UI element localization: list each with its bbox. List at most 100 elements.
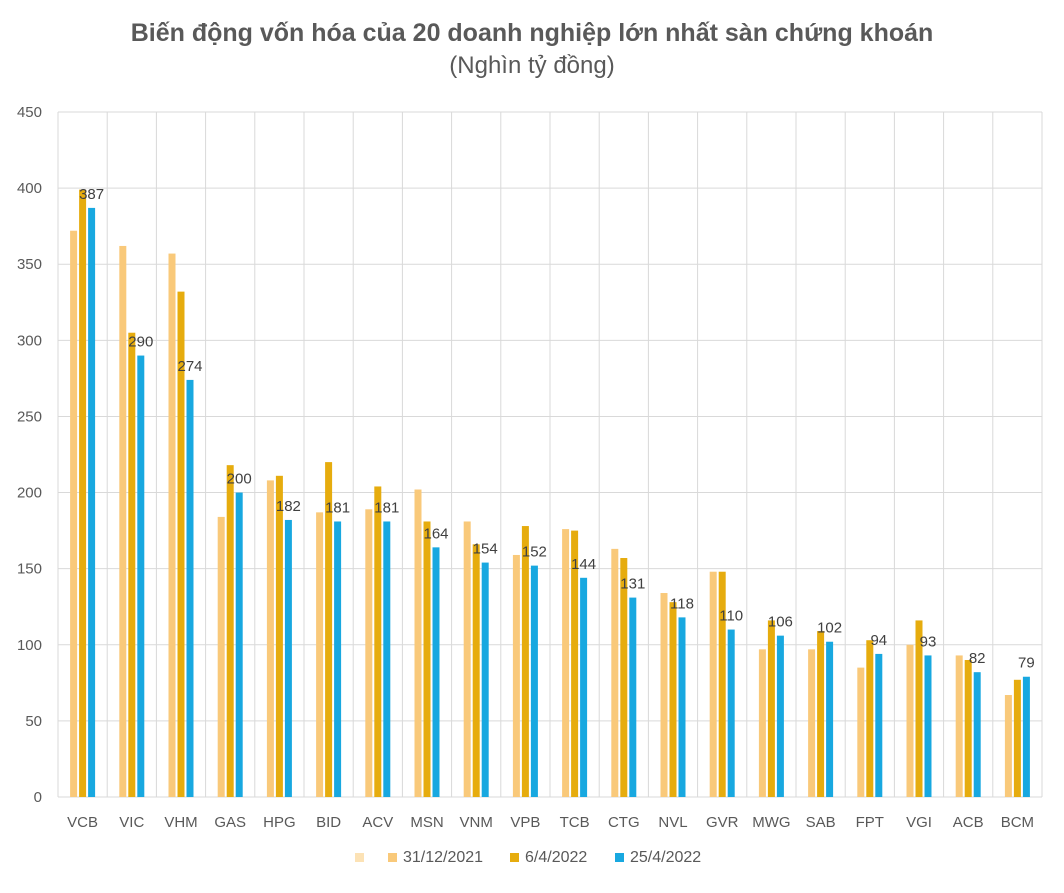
data-label: 387 <box>79 186 104 203</box>
data-label: 274 <box>177 358 202 375</box>
x-tick-label: NVL <box>658 814 687 831</box>
bar-ctg-series-1 <box>611 548 619 797</box>
legend-swatch-blank <box>355 853 364 862</box>
bar-acb-series-2 <box>964 660 972 797</box>
bar-vhm-series-3 <box>186 379 194 797</box>
bar-msn-series-1 <box>414 489 422 797</box>
x-tick-label: ACV <box>362 814 393 831</box>
data-label: 94 <box>870 632 887 649</box>
bar-mwg-series-2 <box>767 620 775 797</box>
chart-subtitle: (Nghìn tỷ đồng) <box>449 52 615 79</box>
bar-sab-series-2 <box>817 631 825 797</box>
bar-vpb-series-2 <box>521 526 529 797</box>
data-label: 118 <box>670 595 694 612</box>
bar-acv-series-1 <box>365 509 373 797</box>
data-label: 82 <box>969 650 986 667</box>
x-tick-label: VGI <box>906 814 932 831</box>
bar-mwg-series-3 <box>776 635 784 797</box>
x-tick-label: GVR <box>706 814 739 831</box>
bar-acb-series-3 <box>973 672 981 797</box>
x-tick-label: FPT <box>856 814 884 831</box>
bar-sab-series-1 <box>808 649 816 797</box>
x-tick-label: VNM <box>460 814 493 831</box>
bar-bcm-series-1 <box>1004 695 1012 797</box>
bar-vcb-series-1 <box>70 230 78 797</box>
y-tick-label: 450 <box>17 104 42 121</box>
bar-vnm-series-2 <box>472 544 480 797</box>
bar-hpg-series-2 <box>275 475 283 797</box>
bar-vgi-series-1 <box>906 644 914 797</box>
legend-swatch-series-1 <box>388 853 397 862</box>
bar-tcb-series-1 <box>562 529 570 797</box>
data-label: 182 <box>276 498 301 515</box>
x-tick-label: GAS <box>214 814 246 831</box>
x-tick-label: HPG <box>263 814 296 831</box>
bar-acb-series-1 <box>955 655 963 797</box>
legend-label-series-1: 31/12/2021 <box>403 849 483 866</box>
legend-swatch-series-3 <box>615 853 624 862</box>
bar-tcb-series-3 <box>580 577 588 797</box>
bar-bcm-series-2 <box>1013 679 1021 797</box>
x-tick-label: TCB <box>560 814 590 831</box>
y-tick-label: 50 <box>25 713 42 730</box>
y-tick-label: 300 <box>17 332 42 349</box>
data-label: 79 <box>1018 655 1035 672</box>
bar-gas-series-3 <box>235 492 243 797</box>
bar-hpg-series-3 <box>284 519 292 797</box>
bar-gvr-series-2 <box>718 571 726 797</box>
data-label: 164 <box>423 525 448 542</box>
x-tick-label: SAB <box>806 814 836 831</box>
bar-vnm-series-1 <box>463 521 471 797</box>
bar-ctg-series-2 <box>620 558 628 797</box>
y-tick-label: 400 <box>17 180 42 197</box>
data-label: 181 <box>325 499 350 516</box>
x-tick-label: MSN <box>410 814 443 831</box>
bar-nvl-series-2 <box>669 602 677 797</box>
bar-bid-series-1 <box>316 512 324 797</box>
bar-mwg-series-1 <box>758 649 766 797</box>
bar-acv-series-2 <box>374 486 382 797</box>
bar-gvr-series-1 <box>709 571 717 797</box>
data-label: 106 <box>768 614 793 631</box>
bar-vcb-series-3 <box>88 207 96 797</box>
bar-msn-series-3 <box>432 547 440 797</box>
data-label: 110 <box>719 608 743 625</box>
bar-vgi-series-3 <box>924 655 932 797</box>
x-tick-label: BCM <box>1001 814 1034 831</box>
data-label: 200 <box>227 471 252 488</box>
y-tick-label: 250 <box>17 408 42 425</box>
data-label: 102 <box>817 620 842 637</box>
legend-swatch-series-2 <box>510 853 519 862</box>
bar-bcm-series-3 <box>1022 676 1030 797</box>
legend-label-series-2: 6/4/2022 <box>525 849 587 866</box>
bar-fpt-series-1 <box>857 667 865 797</box>
bar-ctg-series-3 <box>629 597 637 797</box>
bar-gas-series-2 <box>226 465 234 797</box>
data-label: 290 <box>128 334 153 351</box>
bar-vhm-series-2 <box>177 291 185 797</box>
bar-nvl-series-3 <box>678 617 686 797</box>
data-label: 152 <box>522 544 547 561</box>
y-tick-label: 0 <box>34 789 42 806</box>
bar-gvr-series-3 <box>727 629 735 797</box>
bar-vhm-series-1 <box>168 253 176 798</box>
bar-gas-series-1 <box>217 516 225 797</box>
bar-bid-series-2 <box>325 462 333 797</box>
bar-vic-series-3 <box>137 355 145 797</box>
title-block: Biến động vốn hóa của 20 doanh nghiệp lớ… <box>0 16 1064 82</box>
data-label: 144 <box>571 556 596 573</box>
y-tick-label: 100 <box>17 637 42 654</box>
x-tick-label: ACB <box>953 814 984 831</box>
bar-vnm-series-3 <box>481 562 489 797</box>
y-tick-label: 350 <box>17 256 42 273</box>
x-tick-label: VIC <box>119 814 144 831</box>
bar-vcb-series-2 <box>79 189 87 798</box>
legend-label-series-3: 25/4/2022 <box>630 849 701 866</box>
data-label: 154 <box>473 541 498 558</box>
bar-msn-series-2 <box>423 521 431 797</box>
bar-fpt-series-2 <box>866 640 874 797</box>
data-label: 93 <box>920 633 937 650</box>
chart-title: Biến động vốn hóa của 20 doanh nghiệp lớ… <box>130 19 934 47</box>
data-label: 131 <box>620 576 645 593</box>
